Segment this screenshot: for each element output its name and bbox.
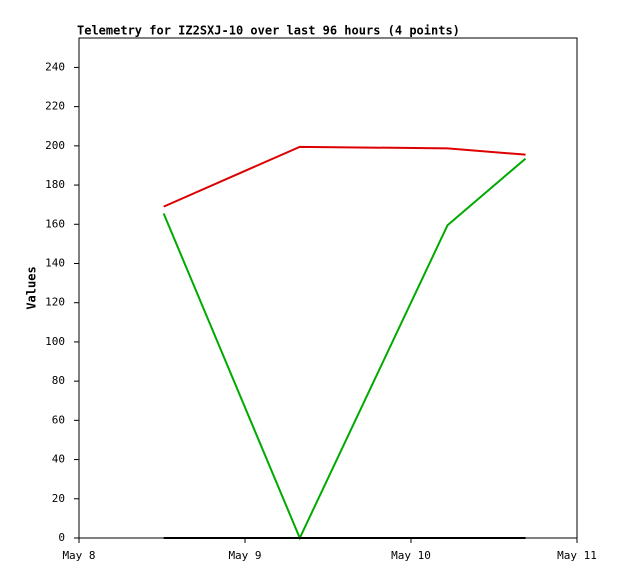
y-tick-label: 140 bbox=[45, 256, 65, 269]
x-tick-label: May 11 bbox=[557, 549, 597, 562]
y-axis-label: Values bbox=[25, 266, 39, 309]
y-tick-label: 220 bbox=[45, 100, 65, 113]
series-line bbox=[163, 145, 526, 208]
y-tick-label: 40 bbox=[52, 453, 65, 466]
x-tick-label: May 9 bbox=[228, 549, 261, 562]
y-tick-label: 60 bbox=[52, 413, 65, 426]
y-tick-label: 80 bbox=[52, 374, 65, 387]
y-tick-label: 240 bbox=[45, 60, 65, 73]
x-tick-label: May 8 bbox=[62, 549, 95, 562]
x-tick-label: May 10 bbox=[391, 549, 431, 562]
y-tick-label: 120 bbox=[45, 296, 65, 309]
y-tick-label: 20 bbox=[52, 492, 65, 505]
chart-title: Telemetry for IZ2SXJ-10 over last 96 hou… bbox=[77, 24, 460, 38]
y-tick-label: 100 bbox=[45, 335, 65, 348]
y-tick-label: 160 bbox=[45, 217, 65, 230]
y-tick-label: 180 bbox=[45, 178, 65, 191]
series-line bbox=[162, 157, 527, 541]
y-tick-label: 0 bbox=[58, 531, 65, 544]
y-tick-label: 200 bbox=[45, 139, 65, 152]
